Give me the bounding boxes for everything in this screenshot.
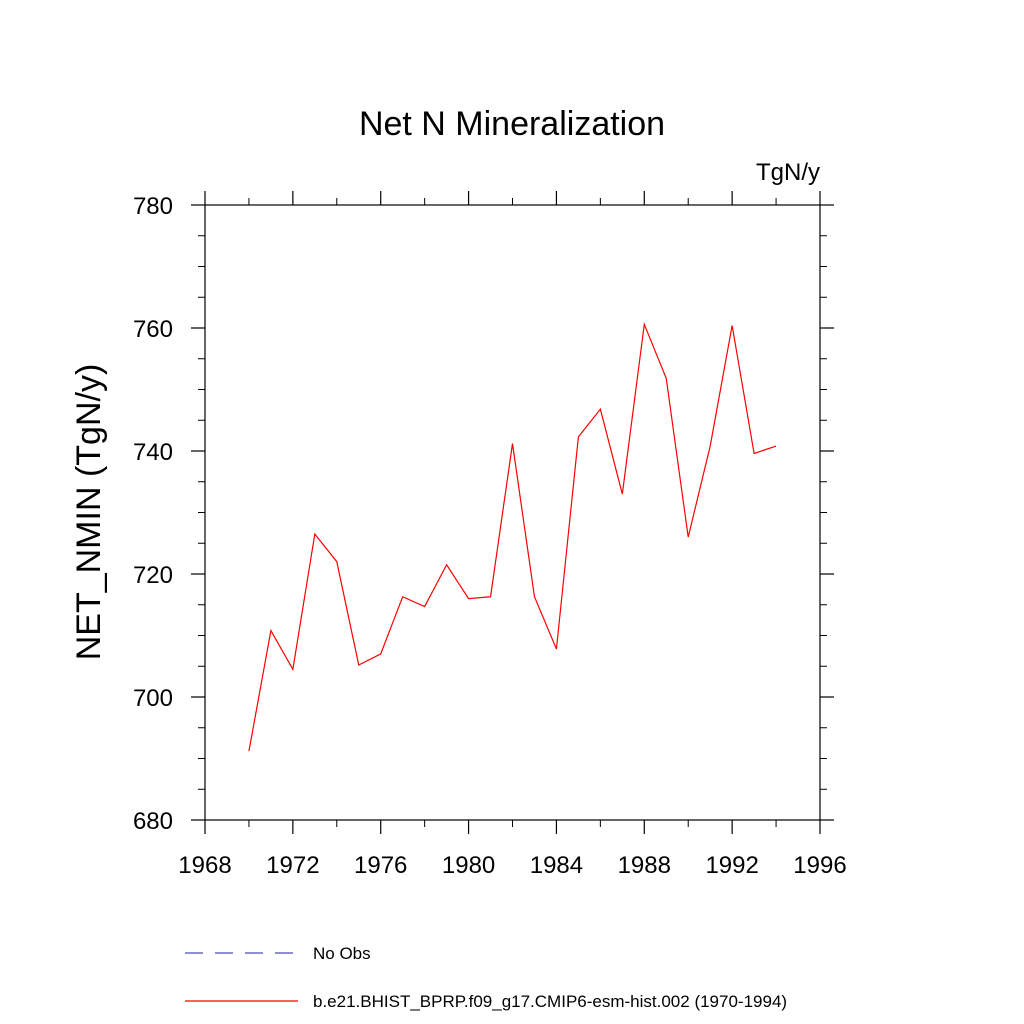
y-tick-label: 760 [133,316,173,343]
data-point [357,664,360,667]
data-point [269,629,272,632]
legend-label-1: b.e21.BHIST_BPRP.f09_g17.CMIP6-esm-hist.… [313,992,787,1011]
chart-title: Net N Mineralization [359,105,665,143]
data-point [467,597,470,600]
data-point [731,324,734,327]
legend-label-0: No Obs [313,944,371,963]
data-point [511,442,514,445]
data-point [753,452,756,455]
data-point [247,750,250,753]
data-point [489,595,492,598]
y-tick-label: 680 [133,808,173,835]
legend: No Obs b.e21.BHIST_BPRP.f09_g17.CMIP6-esm… [185,944,787,1011]
x-tick-label: 1992 [705,852,758,879]
data-point [599,408,602,411]
plot-frame [204,204,821,821]
data-point [313,533,316,536]
x-tick-label: 1988 [618,852,671,879]
data-point [775,445,778,448]
data-point [445,563,448,566]
y-tick-label: 780 [133,193,173,220]
data-point [687,536,690,539]
data-point [555,648,558,651]
data-point [533,595,536,598]
data-point [709,445,712,448]
x-tick-label: 1980 [442,852,495,879]
x-tick-label: 1996 [793,852,846,879]
x-tick-label: 1972 [266,852,319,879]
data-point [643,323,646,326]
x-tick-label: 1976 [354,852,407,879]
units-label: TgN/y [756,159,820,186]
y-axis-label: NET_NMIN (TgN/y) [70,364,108,661]
x-tick-label: 1984 [530,852,583,879]
plot-area: 1968 1972 1976 1980 1984 1988 1992 1996 680 700 72… [133,191,847,879]
data-point [379,652,382,655]
data-point [335,560,338,563]
data-point [577,435,580,438]
series-line-1 [248,321,777,752]
data-point [291,668,294,671]
data-point [401,595,404,598]
y-tick-label: 700 [133,685,173,712]
y-tick-label: 720 [133,562,173,589]
x-tick-label: 1968 [178,852,231,879]
data-point [423,605,426,608]
y-tick-label: 740 [133,439,173,466]
data-point [621,493,624,496]
data-point [665,377,668,380]
